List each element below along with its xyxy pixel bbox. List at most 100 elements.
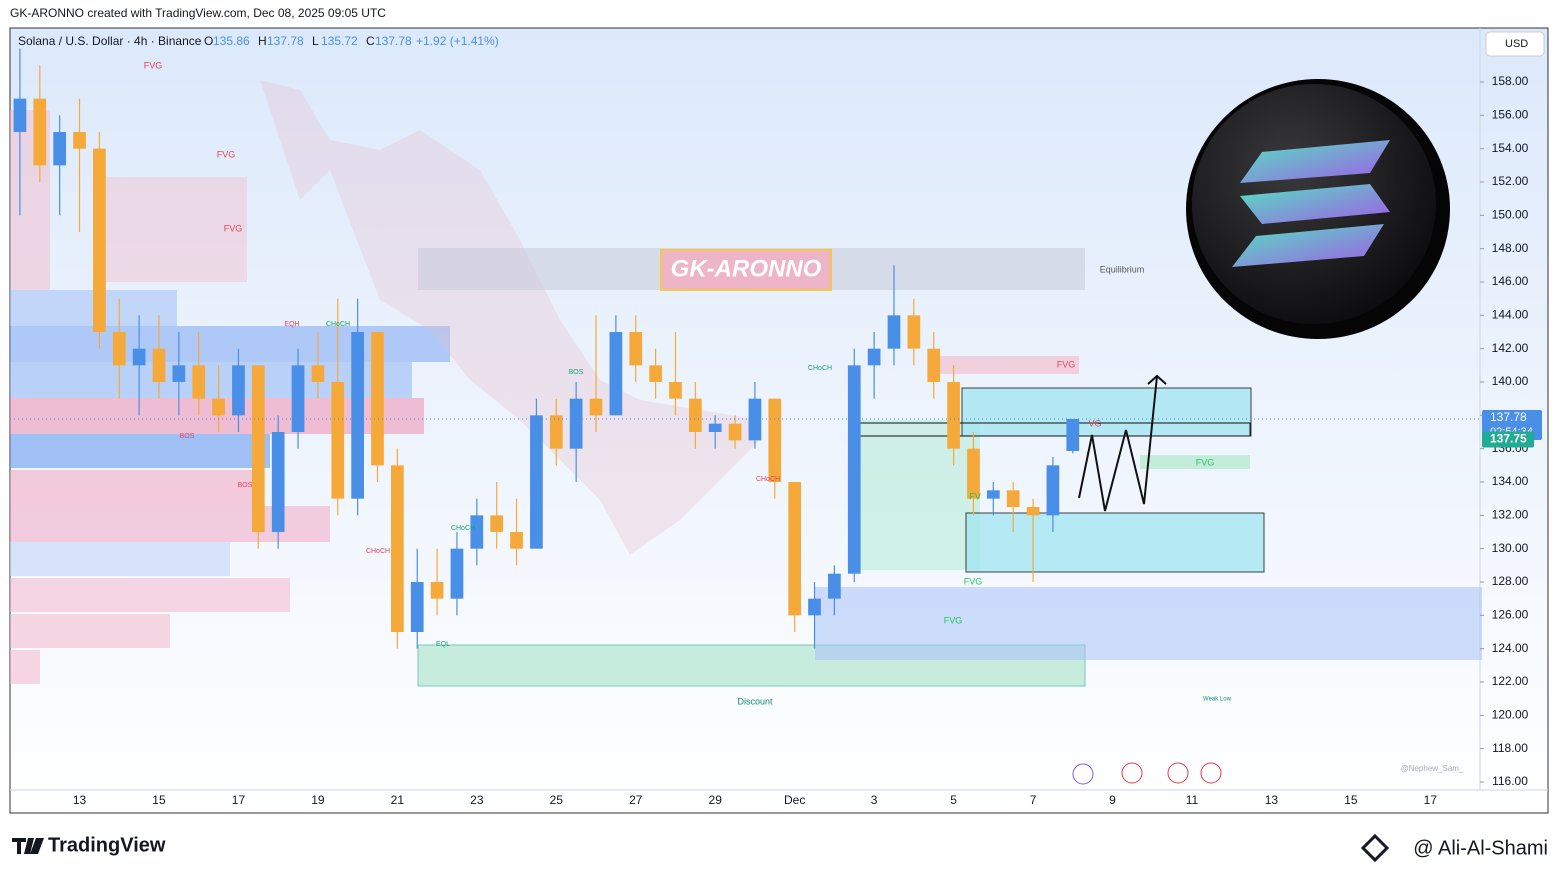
candle-body bbox=[73, 132, 86, 149]
x-tick-label: 7 bbox=[1030, 793, 1037, 807]
candle-body bbox=[947, 382, 960, 449]
annotation: FVG bbox=[224, 223, 243, 233]
x-tick-label: 9 bbox=[1109, 793, 1116, 807]
annotation: BOS bbox=[569, 369, 584, 376]
candle-body bbox=[927, 348, 941, 382]
brand: TradingView bbox=[48, 834, 166, 856]
support-box bbox=[965, 512, 1265, 573]
candle-body bbox=[867, 348, 881, 366]
y-tick-label: 134.00 bbox=[1492, 474, 1529, 488]
annotation: FVG bbox=[144, 60, 163, 70]
x-tick-label: 17 bbox=[1424, 793, 1438, 807]
volume-profile bbox=[10, 542, 230, 576]
candle-body bbox=[1046, 465, 1060, 516]
x-tick-label: 15 bbox=[152, 793, 166, 807]
candle-body bbox=[33, 98, 47, 166]
y-tick-label: 140.00 bbox=[1492, 374, 1529, 388]
x-tick-label: 25 bbox=[550, 793, 564, 807]
y-tick-label: 126.00 bbox=[1492, 608, 1529, 622]
page-title: GK-ARONNO created with TradingView.com, … bbox=[10, 6, 386, 20]
ohlc-readout: O 135.86 H 137.78 L 135.72 C 137.78 +1.92 (+1.41… bbox=[204, 34, 499, 48]
annotation: CHoCH bbox=[366, 548, 390, 555]
zones bbox=[10, 80, 1482, 687]
readout-value: 137.78 bbox=[267, 34, 304, 48]
candle-body bbox=[589, 398, 603, 416]
candle-body bbox=[410, 582, 424, 632]
readout-label: O bbox=[204, 34, 213, 48]
watermark: GK-ARONNO bbox=[671, 255, 822, 282]
author: @ Ali-Al-Shami bbox=[1413, 837, 1548, 859]
candle-body bbox=[649, 365, 662, 382]
symbol: Solana / U.S. Dollar · 4h · Binance bbox=[18, 34, 202, 48]
x-tick-label: 13 bbox=[1265, 793, 1279, 807]
x-tick-label: 11 bbox=[1186, 793, 1199, 807]
volume-profile bbox=[10, 650, 40, 684]
candle-body bbox=[192, 365, 206, 399]
y-tick-label: 118.00 bbox=[1492, 741, 1528, 755]
x-tick-label: Dec bbox=[784, 793, 805, 807]
candle-body bbox=[93, 148, 106, 332]
readout-label: L bbox=[312, 34, 319, 48]
candle-body bbox=[808, 598, 821, 616]
readout-value: 137.78 bbox=[375, 34, 412, 48]
annotation: CHoCH bbox=[451, 525, 475, 532]
volume-profile bbox=[10, 434, 270, 468]
candle-body bbox=[430, 582, 444, 599]
annotation: @Nephew_Sam_ bbox=[1401, 764, 1464, 773]
candle-body bbox=[1006, 490, 1020, 507]
fvg-zone bbox=[1140, 455, 1250, 469]
currency-button[interactable] bbox=[1485, 31, 1545, 57]
resistance-box bbox=[961, 387, 1252, 437]
annotation: BOS bbox=[180, 433, 195, 440]
x-tick-label: 15 bbox=[1344, 793, 1358, 807]
demand-zone bbox=[815, 587, 1482, 660]
author-icon bbox=[1360, 833, 1390, 863]
candle-body bbox=[569, 398, 583, 449]
candle-body bbox=[450, 548, 464, 599]
candle-body bbox=[728, 423, 742, 441]
candle-body bbox=[490, 515, 504, 532]
fvg-zone bbox=[850, 420, 980, 570]
cloud bbox=[260, 80, 760, 555]
y-tick-label: 130.00 bbox=[1492, 541, 1529, 555]
coin-logo bbox=[1186, 79, 1450, 339]
candle-body bbox=[391, 465, 404, 632]
candle-body bbox=[251, 365, 265, 532]
candle-body bbox=[311, 365, 325, 382]
candle-body bbox=[152, 348, 166, 382]
readout-label: H bbox=[258, 34, 267, 48]
candle-body bbox=[847, 365, 861, 574]
volume-profile bbox=[10, 326, 450, 362]
x-tick-label: 3 bbox=[871, 793, 878, 807]
annotation: EQH bbox=[284, 321, 299, 328]
annotation: FVG bbox=[217, 149, 236, 159]
candle-body bbox=[887, 315, 901, 349]
candle-body bbox=[371, 332, 384, 466]
y-tick-label: 156.00 bbox=[1492, 108, 1529, 122]
last-price-label: 137.78 bbox=[1490, 410, 1527, 424]
candle-body bbox=[112, 332, 126, 366]
fvg-zone bbox=[104, 177, 247, 282]
readout-change: +1.92 (+1.41%) bbox=[416, 34, 499, 48]
annotation: FVG bbox=[964, 576, 983, 586]
candle-body bbox=[549, 415, 563, 449]
tv-logo bbox=[12, 838, 44, 854]
candle-body bbox=[609, 332, 623, 416]
candle-body bbox=[291, 365, 305, 432]
y-tick-label: 122.00 bbox=[1492, 674, 1529, 688]
annotation: VG bbox=[1088, 418, 1101, 428]
candle-body bbox=[986, 490, 1000, 499]
candle-body bbox=[907, 315, 921, 349]
y-tick-label: 158.00 bbox=[1492, 74, 1529, 88]
bid-price-label: 137.75 bbox=[1490, 432, 1527, 446]
annotation: CHoCH bbox=[756, 476, 780, 483]
candle-body bbox=[768, 398, 782, 482]
y-tick-label: 146.00 bbox=[1492, 274, 1529, 288]
candle-body bbox=[132, 348, 146, 366]
volume-profile bbox=[10, 470, 260, 506]
x-tick-label: 27 bbox=[629, 793, 643, 807]
candle-body bbox=[530, 415, 543, 549]
y-tick-label: 148.00 bbox=[1492, 241, 1529, 255]
y-tick-label: 150.00 bbox=[1492, 208, 1529, 222]
